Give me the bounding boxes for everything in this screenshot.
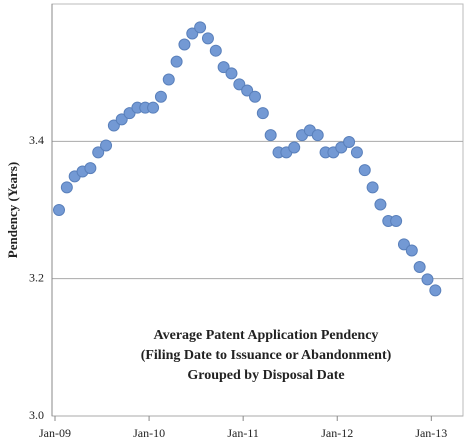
point — [60, 181, 73, 194]
point — [209, 44, 222, 57]
point — [241, 84, 254, 97]
x-tick-label: Jan-09 — [39, 426, 71, 440]
annotation-line: (Filing Date to Issuance or Abandonment) — [141, 348, 392, 363]
annotation-line: Average Patent Application Pendency — [154, 328, 379, 343]
point — [162, 73, 175, 86]
point — [178, 38, 191, 51]
y-tick-label: 3.4 — [29, 133, 44, 147]
point — [233, 78, 246, 91]
point — [413, 260, 426, 273]
point — [264, 129, 277, 142]
point — [186, 27, 199, 40]
point — [288, 141, 301, 154]
point — [147, 101, 160, 114]
x-tick-label: Jan-13 — [415, 426, 447, 440]
point — [421, 273, 434, 286]
y-tick-label: 3.2 — [29, 270, 44, 284]
point — [170, 55, 183, 68]
y-axis-label: Pendency (Years) — [5, 162, 20, 258]
point — [217, 61, 230, 74]
point — [194, 21, 207, 34]
point — [350, 146, 363, 159]
point — [154, 90, 167, 103]
point — [311, 129, 324, 142]
point — [343, 136, 356, 149]
x-tick-label: Jan-10 — [133, 426, 165, 440]
point — [201, 32, 214, 45]
point — [405, 244, 418, 257]
point — [115, 113, 128, 126]
point — [358, 164, 371, 177]
point — [225, 67, 238, 80]
y-tick-label: 3.0 — [29, 408, 44, 422]
point — [84, 162, 97, 175]
point — [107, 119, 120, 132]
point — [92, 146, 105, 159]
x-tick-label: Jan-12 — [321, 426, 353, 440]
point — [366, 181, 379, 194]
point — [397, 238, 410, 251]
point — [256, 107, 269, 120]
point — [374, 198, 387, 211]
x-tick-label: Jan-11 — [227, 426, 259, 440]
point — [390, 214, 403, 227]
point — [249, 90, 261, 103]
point — [100, 139, 113, 152]
point — [429, 284, 442, 297]
annotation-line: Grouped by Disposal Date — [187, 368, 344, 383]
point — [53, 204, 65, 216]
